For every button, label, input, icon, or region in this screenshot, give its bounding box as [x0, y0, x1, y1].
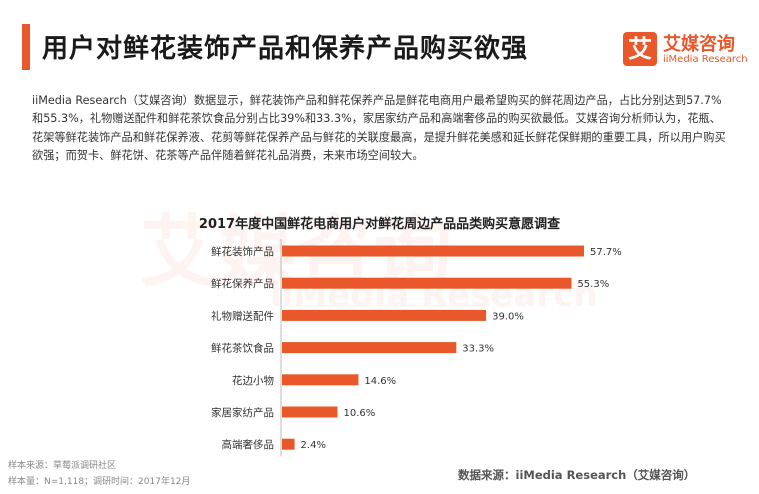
bar: [282, 342, 457, 354]
category-label: 高端奢侈品: [222, 438, 275, 451]
sample-source: 样本来源：草莓派调研社区: [8, 461, 117, 471]
category-label: 鲜花茶饮食品: [211, 342, 274, 355]
category-label: 鲜花装饰产品: [211, 245, 274, 258]
data-label: 10.6%: [343, 408, 375, 419]
category-label: 礼物赠送配件: [211, 309, 274, 322]
category-label: 花边小物: [232, 374, 274, 387]
bar: [282, 277, 572, 289]
logo-cn-text: 艾媒咨询: [663, 34, 735, 55]
data-label: 2.4%: [301, 440, 326, 451]
bar: [282, 245, 584, 257]
category-label: 家居家纺产品: [211, 406, 274, 419]
data-label: 39.0%: [492, 311, 524, 322]
data-label: 55.3%: [577, 279, 609, 290]
title-accent-bar: [22, 24, 30, 70]
data-label: 57.7%: [590, 247, 622, 258]
chart-title: 2017年度中国鲜花电商用户对鲜花周边产品品类购买意愿调查: [198, 217, 561, 232]
bar: [282, 406, 338, 418]
logo-mark-icon: 艾: [623, 32, 657, 66]
bar: [282, 309, 487, 321]
analysis-paragraph: iiMedia Research（艾媒咨询）数据显示，鲜花装饰产品和鲜花保养产品…: [32, 94, 726, 163]
logo-en-text: iiMedia Research: [663, 54, 748, 65]
data-label: 14.6%: [364, 376, 396, 387]
category-label: 鲜花保养产品: [211, 277, 274, 290]
data-label: 33.3%: [462, 344, 494, 355]
sample-note: 样本量：N=1,118；调研时间：2017年12月: [8, 477, 191, 487]
page-title: 用户对鲜花装饰产品和保养产品购买欲强: [42, 34, 529, 64]
data-source: 数据来源：iiMedia Research（艾媒咨询）: [458, 468, 696, 482]
bar: [282, 374, 359, 386]
bar: [282, 438, 295, 450]
